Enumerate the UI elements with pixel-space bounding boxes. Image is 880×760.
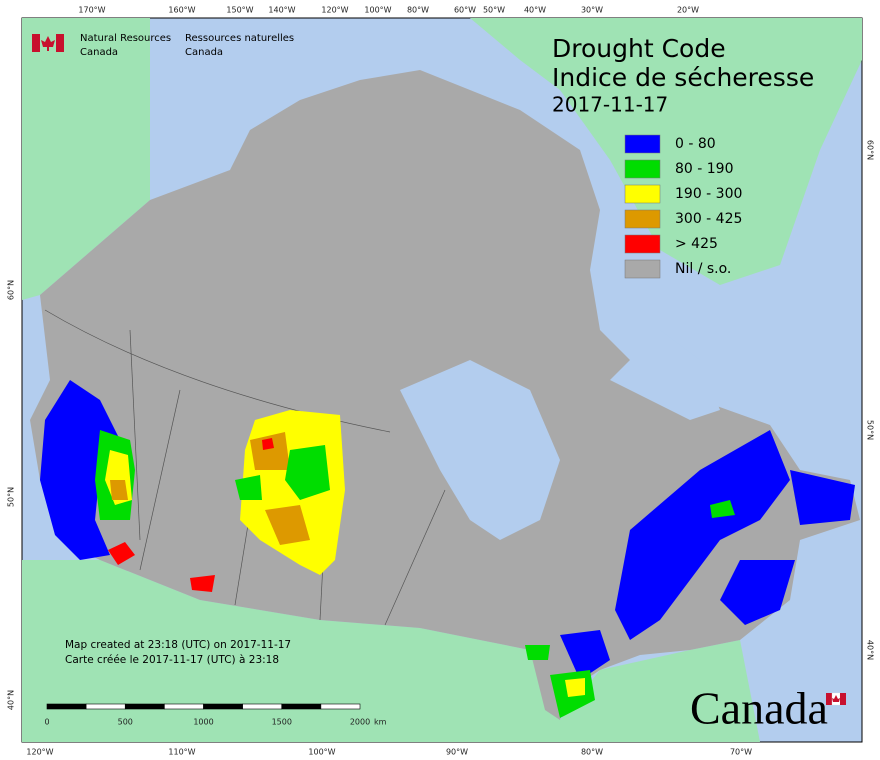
graticule-label: 40°N — [866, 640, 875, 660]
agency-fr: Ressources naturelles — [185, 33, 294, 44]
graticule-label: 40°N — [7, 690, 16, 710]
scale-label: 0 — [44, 718, 49, 727]
graticule-label: 120°W — [321, 6, 348, 15]
graticule-label: 40°W — [524, 6, 546, 15]
legend-label: Nil / s.o. — [675, 261, 731, 277]
graticule-label: 150°W — [226, 6, 253, 15]
drought-areas — [40, 380, 855, 718]
agency-fr: Canada — [185, 47, 223, 58]
graticule-label: 170°W — [78, 6, 105, 15]
graticule-label: 60°W — [454, 6, 476, 15]
graticule-label: 110°W — [168, 748, 195, 757]
scale-segment — [46, 703, 87, 710]
graticule-label: 120°W — [26, 748, 53, 757]
scale-label: 2000 — [350, 718, 370, 727]
scale-segment — [124, 703, 165, 710]
scale-label: 500 — [118, 718, 133, 727]
graticule-label: 100°W — [308, 748, 335, 757]
graticule-label: 30°W — [581, 6, 603, 15]
graticule-label: 50°W — [483, 6, 505, 15]
title: Indice de sécheresse — [552, 63, 814, 92]
scale-segment — [242, 703, 283, 710]
usa — [22, 560, 760, 742]
graticule-label: 60°N — [7, 280, 16, 300]
graticule-label: 100°W — [364, 6, 391, 15]
graticule-label: 140°W — [268, 6, 295, 15]
legend-label: > 425 — [675, 236, 718, 252]
legend-label: 80 - 190 — [675, 161, 734, 177]
legend-label: 300 - 425 — [675, 211, 742, 227]
agency-en: Canada — [80, 47, 118, 58]
graticule-label: 90°W — [446, 748, 468, 757]
scale-segment — [203, 703, 243, 710]
graticule-label: 80°W — [581, 748, 603, 757]
graticule-label: 80°W — [407, 6, 429, 15]
graticule-label: 50°N — [866, 420, 875, 440]
scale-label: 1500 — [272, 718, 292, 727]
flag-logo — [32, 34, 64, 52]
legend-swatch — [624, 134, 661, 154]
ungava-bay — [610, 330, 720, 420]
scale-segment — [320, 703, 361, 710]
greenland — [470, 18, 862, 285]
title: Drought Code — [552, 34, 726, 63]
alaska — [22, 18, 150, 300]
legend-label: 0 - 80 — [675, 136, 716, 152]
graticule-label: 60°N — [866, 140, 875, 160]
footer-note: Carte créée le 2017-11-17 (UTC) à 23:18 — [65, 654, 279, 666]
graticule-label: 70°W — [730, 748, 752, 757]
legend-swatch — [624, 259, 661, 279]
footer-note: Map created at 23:18 (UTC) on 2017-11-17 — [65, 639, 291, 651]
agency-en: Natural Resources — [80, 33, 171, 44]
scale-unit: km — [374, 718, 387, 727]
hudson-bay — [400, 360, 560, 540]
graticule-label: 160°W — [168, 6, 195, 15]
graticule-label: 20°W — [677, 6, 699, 15]
legend-swatch — [624, 234, 661, 254]
title-date: 2017-11-17 — [552, 93, 668, 117]
legend-swatch — [624, 159, 661, 179]
scale-label: 1000 — [193, 718, 213, 727]
scale-segment — [164, 703, 204, 710]
scale-segment — [85, 703, 126, 710]
legend-label: 190 - 300 — [675, 186, 742, 202]
legend-swatch — [624, 184, 661, 204]
legend-swatch — [624, 209, 661, 229]
wordmark-flag — [826, 692, 846, 706]
wordmark: Canada — [690, 683, 828, 734]
graticule-label: 50°N — [7, 487, 16, 507]
scale-segment — [281, 703, 322, 710]
